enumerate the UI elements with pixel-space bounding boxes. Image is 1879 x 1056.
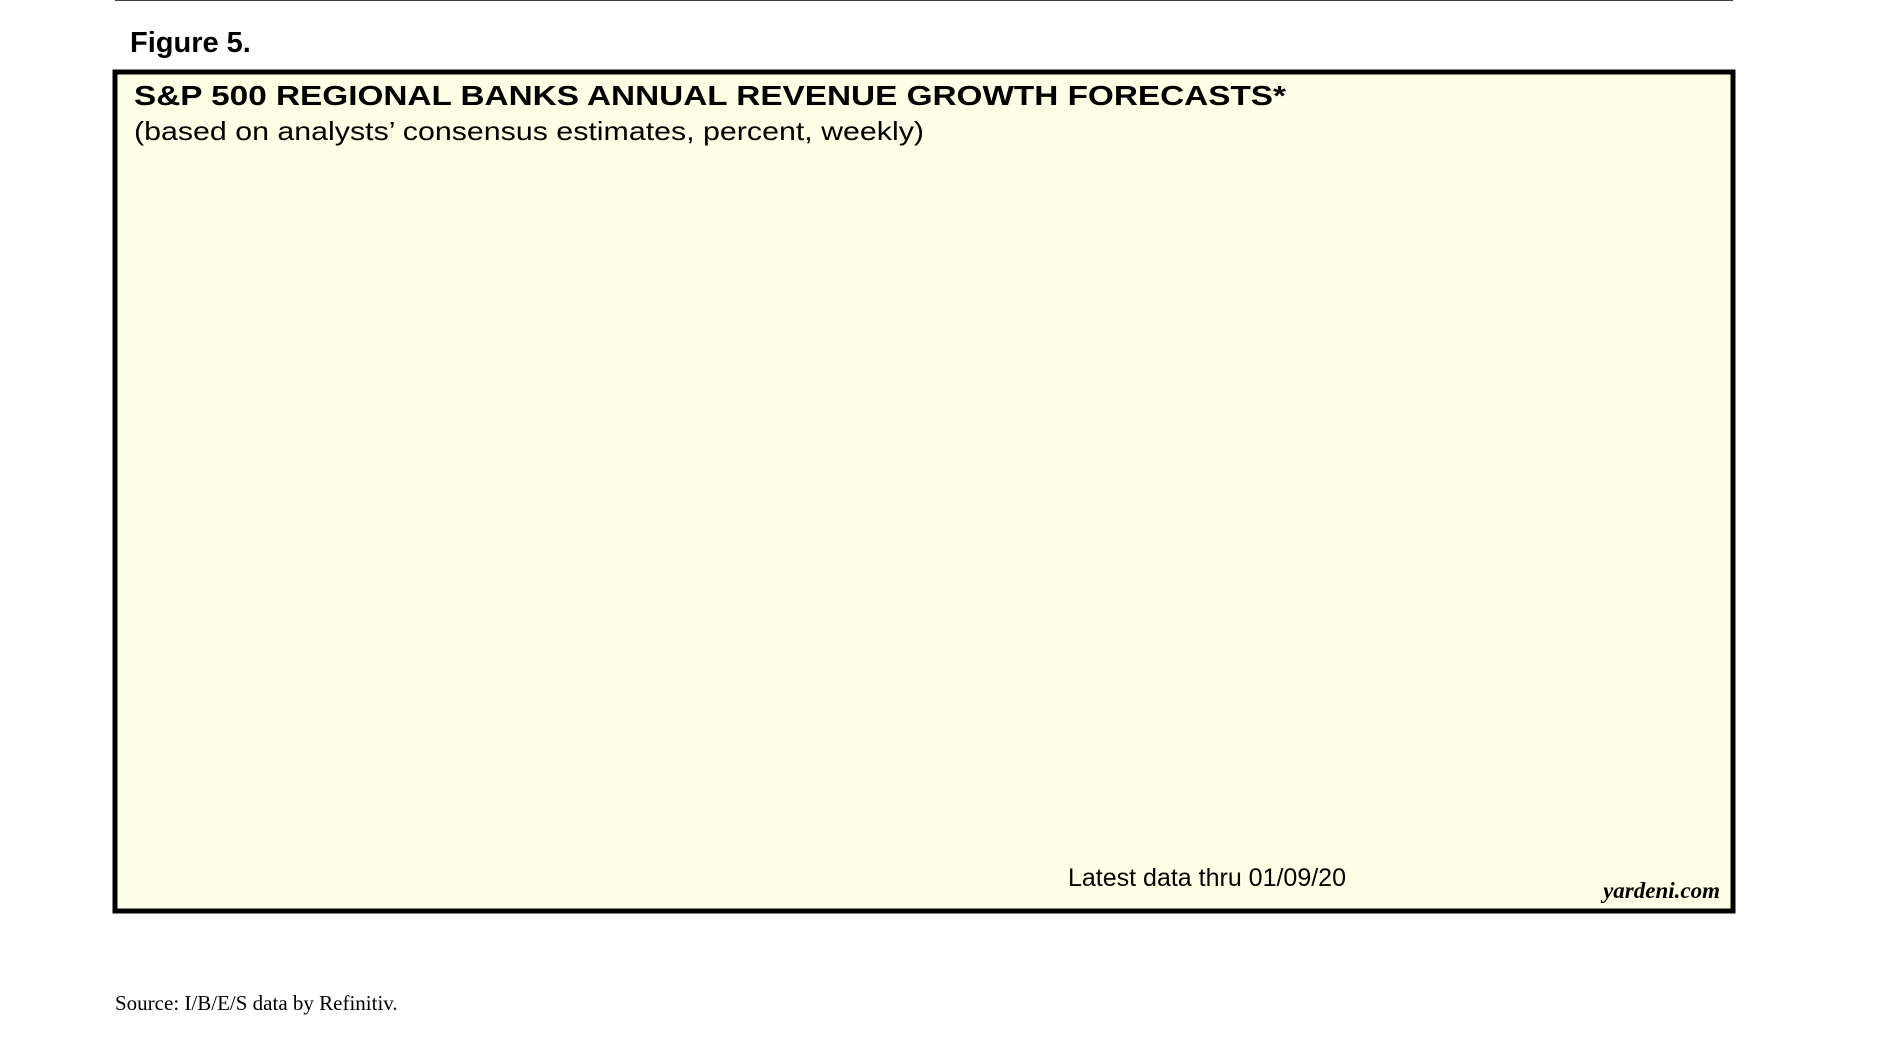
chart-title: S&P 500 REGIONAL BANKS ANNUAL REVENUE GR… [134,80,1286,111]
plot-area [115,72,1733,911]
source-note: Source: I/B/E/S data by Refinitiv. [115,991,398,1015]
figure-label: Figure 5. [130,27,251,59]
plot-frame [112,69,1736,914]
watermark: yardeni.com [1600,878,1720,903]
chart-subtitle: (based on analysts’ consensus estimates,… [134,116,924,146]
latest-data-note: Latest data thru 01/09/20 [1068,864,1346,892]
